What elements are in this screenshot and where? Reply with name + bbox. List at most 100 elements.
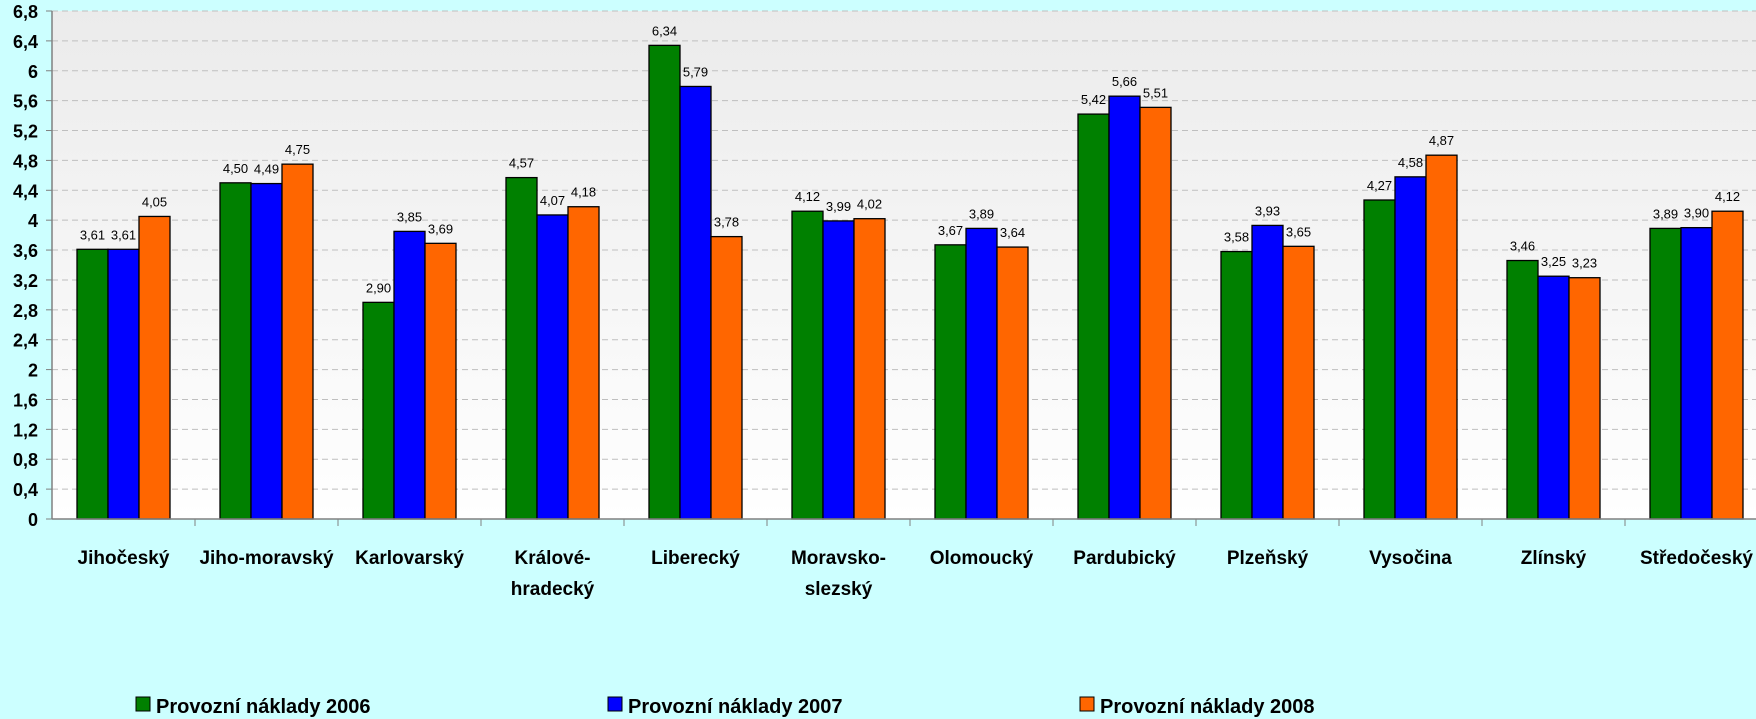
x-tick-label: slezský: [805, 579, 873, 600]
y-tick-label: 6,8: [13, 2, 38, 22]
bar: [648, 44, 681, 520]
plot-area: [52, 11, 1756, 519]
bar: [567, 206, 600, 520]
bar: [219, 182, 252, 520]
y-tick-label: 6,4: [13, 32, 38, 52]
data-labels: 3,61 3,61 4,05 4,50 4,49 4,75 2,90 3,85 3,69 4,57…: [80, 23, 1740, 295]
bar: [424, 242, 457, 520]
y-tick-label: 5,2: [13, 122, 38, 142]
y-tick-label: 4,8: [13, 151, 38, 171]
bar: [1394, 176, 1427, 520]
data-label: 2,90: [366, 280, 391, 295]
data-label: 3,93: [1255, 203, 1280, 218]
data-label: 4,49: [254, 162, 279, 177]
x-tick-label: Moravsko-: [791, 548, 886, 569]
data-label: 3,61: [111, 227, 136, 242]
y-tick-label: 4: [28, 211, 38, 231]
data-label: 6,34: [652, 23, 677, 38]
bar: [393, 230, 426, 520]
bar: [710, 235, 743, 520]
x-tick-label: Jiho-moravský: [199, 548, 334, 569]
data-label: 3,69: [428, 221, 453, 236]
data-label: 3,90: [1684, 206, 1709, 221]
y-tick-label: 3,2: [13, 271, 38, 291]
data-label: 3,23: [1572, 256, 1597, 271]
data-label: 5,51: [1143, 85, 1168, 100]
data-label: 4,57: [509, 156, 534, 171]
y-tick-label: 1,6: [13, 390, 38, 410]
data-label: 3,67: [938, 223, 963, 238]
data-label: 5,42: [1081, 92, 1106, 107]
data-label: 4,27: [1367, 178, 1392, 193]
bar: [250, 182, 283, 520]
legend-label: Provozní náklady 2007: [628, 696, 843, 718]
data-label: 3,89: [969, 206, 994, 221]
bar: [138, 215, 171, 520]
data-label: 3,25: [1541, 254, 1566, 269]
bar: [107, 248, 140, 520]
bar: [1251, 224, 1284, 520]
y-tick-label: 3,6: [13, 241, 38, 261]
y-tick-label: 2,8: [13, 301, 38, 321]
x-tick-label: Zlínský: [1521, 548, 1587, 569]
y-tick-label: 2: [28, 361, 38, 381]
bar: [1220, 250, 1253, 520]
bar: [1139, 106, 1172, 520]
x-tick-label: Středočeský: [1640, 548, 1753, 569]
x-tick-label: Karlovarský: [355, 548, 464, 569]
data-label: 4,02: [857, 197, 882, 212]
data-label: 3,46: [1510, 239, 1535, 254]
data-label: 3,64: [1000, 225, 1025, 240]
legend-swatch: [135, 696, 151, 712]
y-tick-label: 6: [28, 62, 38, 82]
data-label: 5,66: [1112, 74, 1137, 89]
x-tick-label: Olomoucký: [930, 548, 1034, 569]
data-label: 5,79: [683, 64, 708, 79]
y-tick-label: 1,2: [13, 420, 38, 440]
data-label: 3,58: [1224, 230, 1249, 245]
data-label: 4,58: [1398, 155, 1423, 170]
data-label: 4,12: [795, 189, 820, 204]
y-tick-label: 5,6: [13, 92, 38, 112]
y-tick-label: 2,4: [13, 331, 38, 351]
bar: [536, 214, 569, 520]
y-tick-label: 0,4: [13, 480, 38, 500]
x-tick-label: Vysočina: [1369, 548, 1452, 569]
gridlines: [52, 10, 1756, 490]
data-label: 3,89: [1653, 206, 1678, 221]
bar: [996, 246, 1029, 520]
axes: 00,40,81,21,622,42,83,23,644,44,85,25,66…: [13, 2, 1756, 600]
bar: [281, 163, 314, 520]
bar: [1537, 275, 1570, 520]
legend-label: Provozní náklady 2006: [156, 696, 371, 718]
data-label: 3,61: [80, 227, 105, 242]
bar: [362, 301, 395, 520]
x-tick-label: Jihočeský: [78, 548, 170, 569]
data-label: 3,85: [397, 209, 422, 224]
x-tick-label: Liberecký: [651, 548, 740, 569]
data-label: 4,07: [540, 193, 565, 208]
bar: [1506, 259, 1539, 520]
bar: [1425, 154, 1458, 520]
bar: [1363, 199, 1396, 520]
legend-swatch: [1079, 696, 1095, 712]
legend-swatch: [607, 696, 623, 712]
bar: [679, 85, 712, 520]
legend: Provozní náklady 2006 Provozní náklady 20…: [135, 696, 1315, 718]
data-label: 3,78: [714, 215, 739, 230]
bar: [505, 176, 538, 520]
y-tick-label: 0: [28, 510, 38, 530]
bar: [1711, 210, 1744, 520]
x-tick-label: Králové-: [514, 548, 590, 569]
data-label: 3,65: [1286, 224, 1311, 239]
bar: [1077, 113, 1110, 520]
bar: [934, 244, 967, 520]
data-label: 4,87: [1429, 133, 1454, 148]
x-tick-label: Pardubický: [1073, 548, 1176, 569]
bar: [1649, 227, 1682, 520]
legend-label: Provozní náklady 2008: [1100, 696, 1315, 718]
bar: [1680, 226, 1713, 520]
bar: [1108, 95, 1141, 520]
bar: [853, 218, 886, 520]
